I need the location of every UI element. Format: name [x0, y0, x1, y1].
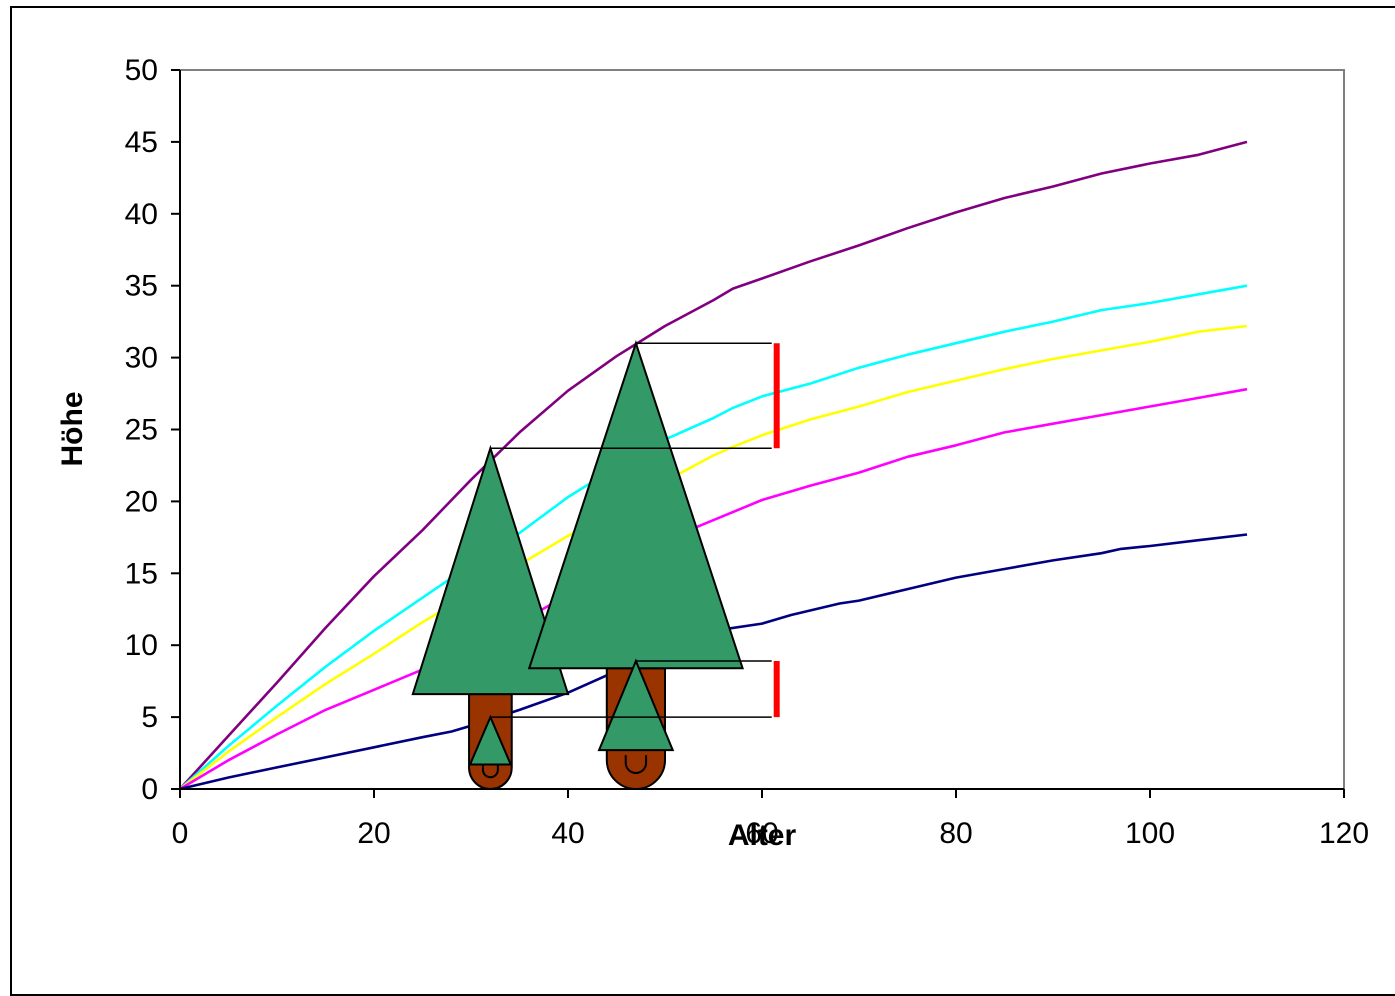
- x-tick-label: 40: [551, 817, 584, 850]
- y-tick-label: 0: [141, 773, 158, 806]
- axis-layer: 0 20 40 60 80 100 120 0 5 10 15 20 25 30 35 40 45 50: [125, 54, 1369, 850]
- tree-trunk-inner-1: [481, 762, 499, 779]
- tree-trunk-inner-2: [624, 755, 648, 774]
- x-tick-label: 120: [1319, 817, 1369, 850]
- tree-crown-3: [468, 714, 513, 766]
- series-line-4: [179, 387, 1248, 791]
- y-tick-label: 10: [125, 629, 158, 662]
- tree-crown-4: [597, 658, 675, 752]
- x-tick-label: 60: [745, 817, 778, 850]
- y-tick-label: 30: [125, 342, 158, 375]
- plot-area: [179, 69, 1345, 790]
- x-tick-label: 20: [357, 817, 390, 850]
- series-line-2: [179, 284, 1248, 790]
- tree-crown-2: [527, 340, 744, 670]
- y-tick-label: 50: [125, 54, 158, 87]
- tree-crown-1: [411, 444, 570, 696]
- series-line-5: [179, 533, 1248, 791]
- y-tick-label: 15: [125, 557, 158, 590]
- x-axis-title: Alter: [728, 819, 797, 852]
- y-tick-label: 5: [141, 701, 158, 734]
- x-tick-label: 100: [1125, 817, 1175, 850]
- y-tick-label: 45: [125, 126, 158, 159]
- y-tick-label: 20: [125, 485, 158, 518]
- x-tick-label: 80: [939, 817, 972, 850]
- y-tick-label: 35: [125, 270, 158, 303]
- series-layer: [179, 140, 1248, 791]
- series-line-3: [179, 324, 1248, 791]
- y-axis-title: Höhe: [56, 392, 89, 467]
- y-tick-label: 25: [125, 414, 158, 447]
- y-tick-label: 40: [125, 198, 158, 231]
- x-tick-label: 0: [172, 817, 189, 850]
- annotation-layer: [411, 340, 780, 790]
- series-line-1: [179, 140, 1248, 790]
